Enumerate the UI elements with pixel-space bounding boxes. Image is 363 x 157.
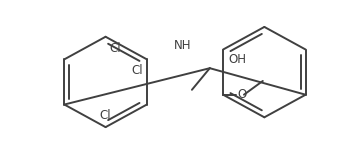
Text: O: O [237,88,246,101]
Text: NH: NH [174,39,192,52]
Text: Cl: Cl [100,109,111,122]
Text: OH: OH [228,53,246,66]
Text: Cl: Cl [110,42,121,55]
Text: Cl: Cl [131,64,143,77]
